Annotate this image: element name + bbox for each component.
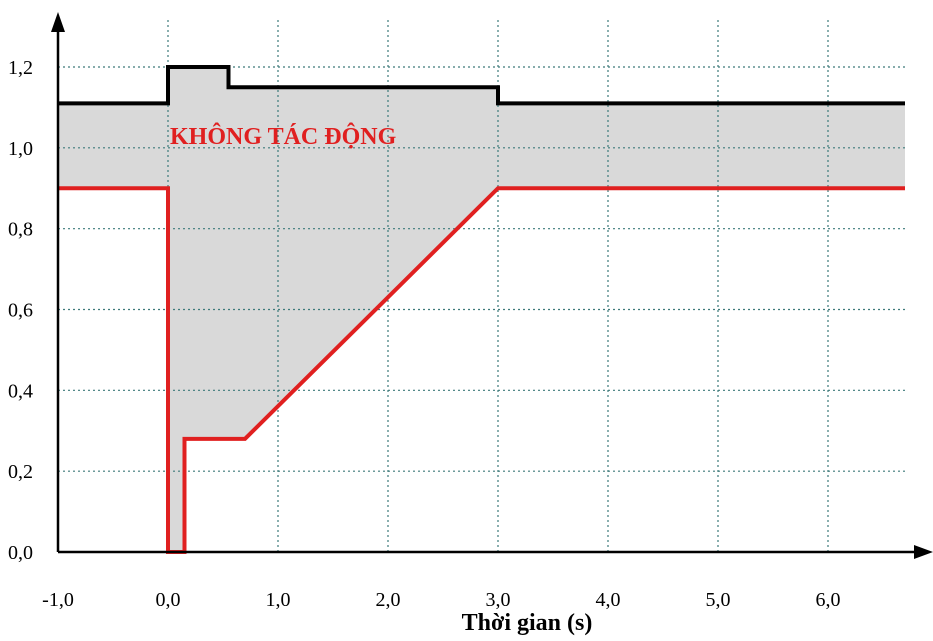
y-tick-label-2: 0,4 (8, 380, 33, 402)
axes (51, 12, 933, 559)
x-tick-label-0: -1,0 (42, 589, 74, 611)
y-tick-label-0: 0,0 (8, 542, 33, 564)
no-trip-region (58, 66, 905, 552)
series-group (58, 64, 905, 554)
y-axis-arrow (51, 12, 65, 32)
series-line-1 (58, 186, 905, 554)
x-tick-label-3: 2,0 (376, 589, 401, 611)
y-tick-label-4: 0,8 (8, 219, 33, 241)
x-tick-label-6: 5,0 (706, 589, 731, 611)
y-tick-labels: 0,0 0,2 0,4 0,6 0,8 1,0 1,2 (8, 57, 33, 564)
y-tick-label-5: 1,0 (8, 138, 33, 160)
x-tick-labels: -1,0 0,0 1,0 2,0 3,0 4,0 5,0 6,0 (42, 589, 840, 611)
y-tick-label-1: 0,2 (8, 461, 33, 483)
x-tick-label-2: 1,0 (266, 589, 291, 611)
x-tick-label-1: 0,0 (156, 589, 181, 611)
region-annotation: KHÔNG TÁC ĐỘNG (170, 123, 397, 150)
y-tick-label-3: 0,6 (8, 299, 33, 321)
series-line-0 (58, 64, 905, 106)
x-tick-label-7: 6,0 (816, 589, 841, 611)
x-axis-label: Thời gian (s) (462, 610, 593, 636)
x-tick-label-5: 4,0 (596, 589, 621, 611)
x-tick-label-4: 3,0 (486, 589, 511, 611)
x-axis-arrow (914, 545, 933, 559)
region-fill (58, 66, 905, 552)
y-tick-label-6: 1,2 (8, 57, 33, 79)
